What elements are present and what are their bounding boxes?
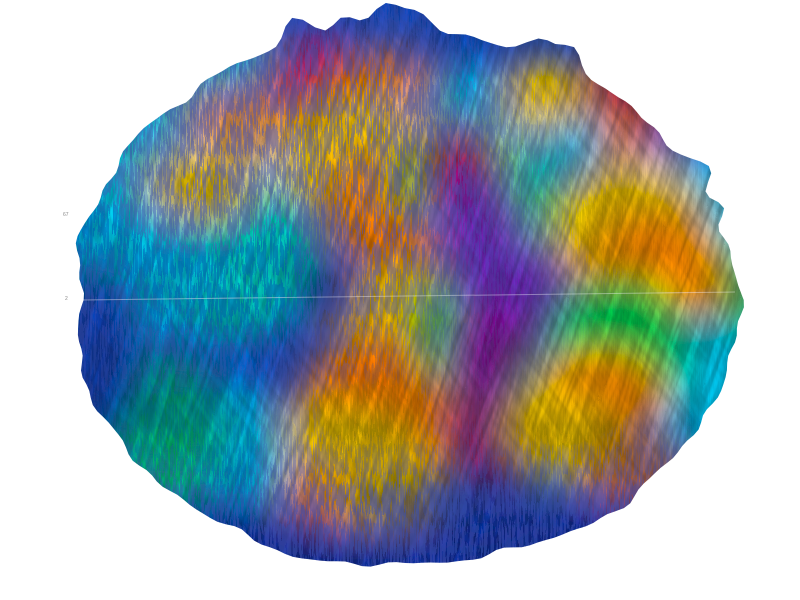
svg-text:2: 2 [65,296,68,302]
svg-text:67: 67 [63,212,69,218]
